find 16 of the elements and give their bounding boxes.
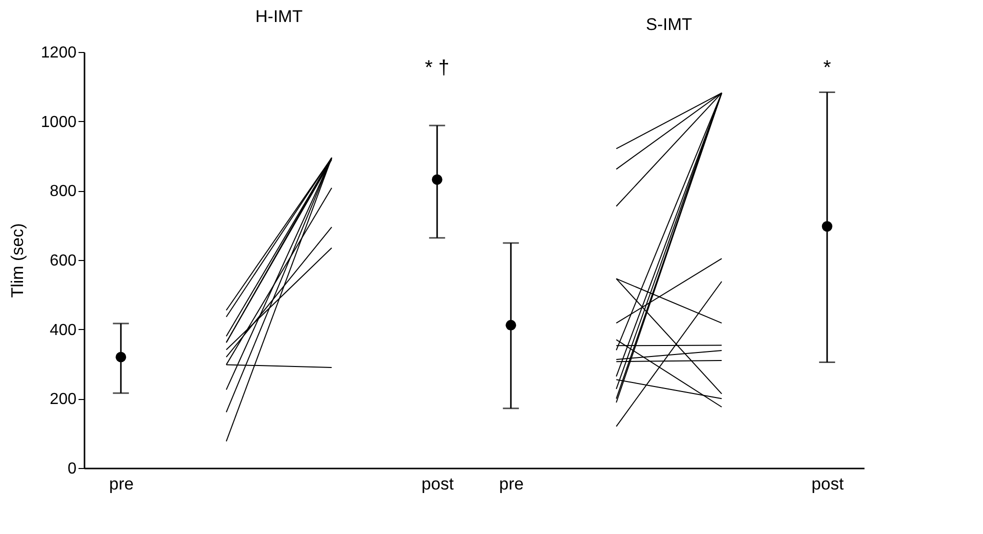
y-tick-label: 1200 xyxy=(40,44,77,62)
y-tick-label: 400 xyxy=(50,322,77,339)
y-tick-label: 800 xyxy=(50,183,77,200)
x-tick-label: post xyxy=(422,474,454,494)
y-axis-title: Tlim (sec) xyxy=(8,223,27,298)
x-tick-label: pre xyxy=(499,474,524,494)
x-tick-label: pre xyxy=(109,474,134,494)
y-tick-label: 1000 xyxy=(40,114,77,131)
x-tick-label: post xyxy=(812,474,844,494)
annotation: * xyxy=(823,57,832,79)
y-tick-label: 0 xyxy=(68,460,77,478)
chart-title: H-IMT xyxy=(255,7,303,26)
y-tick-label: 200 xyxy=(50,391,77,408)
annotation: * † xyxy=(424,57,450,79)
chart-title: S-IMT xyxy=(646,15,692,34)
y-tick-label: 600 xyxy=(50,252,77,270)
